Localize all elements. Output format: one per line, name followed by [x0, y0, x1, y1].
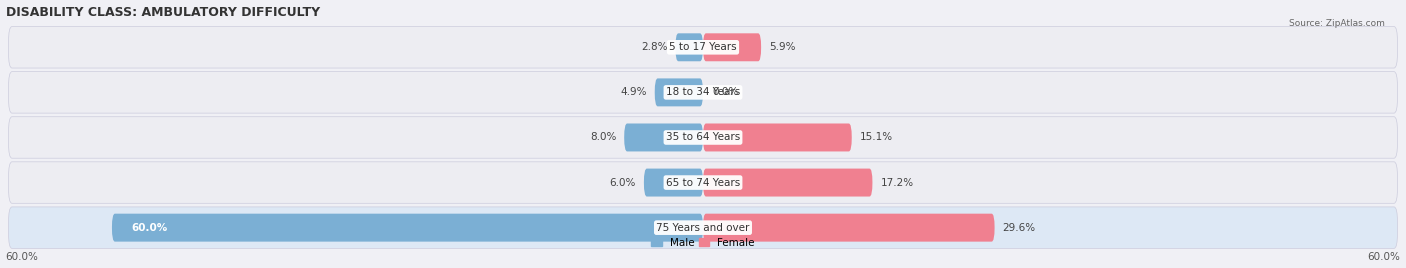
Text: 75 Years and over: 75 Years and over	[657, 223, 749, 233]
FancyBboxPatch shape	[655, 79, 703, 106]
FancyBboxPatch shape	[703, 214, 994, 242]
Text: 60.0%: 60.0%	[1368, 252, 1400, 262]
Text: 15.1%: 15.1%	[859, 132, 893, 143]
FancyBboxPatch shape	[703, 124, 852, 151]
Text: 18 to 34 Years: 18 to 34 Years	[666, 87, 740, 97]
FancyBboxPatch shape	[703, 169, 873, 196]
FancyBboxPatch shape	[644, 169, 703, 196]
Text: 60.0%: 60.0%	[132, 223, 167, 233]
Text: 17.2%: 17.2%	[880, 178, 914, 188]
FancyBboxPatch shape	[8, 162, 1398, 203]
Legend: Male, Female: Male, Female	[647, 233, 759, 252]
FancyBboxPatch shape	[8, 117, 1398, 158]
Text: 60.0%: 60.0%	[6, 252, 38, 262]
Text: DISABILITY CLASS: AMBULATORY DIFFICULTY: DISABILITY CLASS: AMBULATORY DIFFICULTY	[6, 6, 319, 18]
Text: 35 to 64 Years: 35 to 64 Years	[666, 132, 740, 143]
Text: 6.0%: 6.0%	[610, 178, 636, 188]
Text: 5.9%: 5.9%	[769, 42, 796, 52]
FancyBboxPatch shape	[8, 27, 1398, 68]
Text: 2.8%: 2.8%	[641, 42, 668, 52]
FancyBboxPatch shape	[675, 33, 703, 61]
Text: 5 to 17 Years: 5 to 17 Years	[669, 42, 737, 52]
FancyBboxPatch shape	[8, 207, 1398, 248]
Text: 8.0%: 8.0%	[591, 132, 616, 143]
Text: 65 to 74 Years: 65 to 74 Years	[666, 178, 740, 188]
FancyBboxPatch shape	[112, 214, 703, 242]
Text: 29.6%: 29.6%	[1002, 223, 1036, 233]
Text: Source: ZipAtlas.com: Source: ZipAtlas.com	[1289, 19, 1385, 28]
Text: 0.0%: 0.0%	[713, 87, 740, 97]
FancyBboxPatch shape	[624, 124, 703, 151]
Text: 4.9%: 4.9%	[620, 87, 647, 97]
FancyBboxPatch shape	[8, 72, 1398, 113]
FancyBboxPatch shape	[703, 33, 761, 61]
